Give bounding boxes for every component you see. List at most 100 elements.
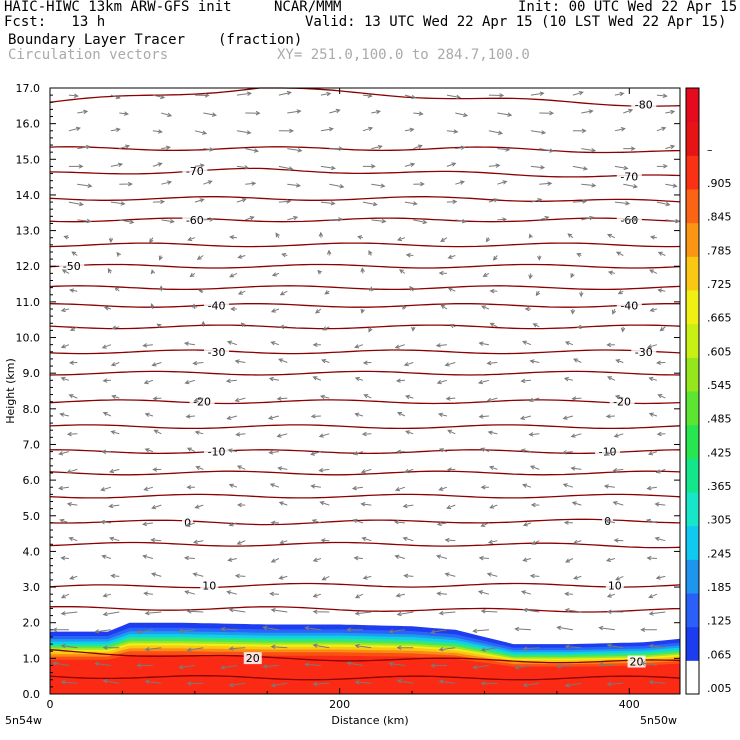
wind-vector <box>315 308 322 314</box>
wind-vector <box>436 521 447 527</box>
wind-vector <box>194 130 208 135</box>
wind-vector <box>572 199 588 204</box>
wind-vector <box>397 412 406 417</box>
wind-vector <box>270 308 280 313</box>
wind-vector <box>409 285 414 292</box>
wind-vector <box>640 661 657 666</box>
wind-vector <box>539 215 550 221</box>
colorbar-label: .605 <box>707 345 732 358</box>
wind-vector <box>185 414 195 419</box>
wind-vector <box>119 144 131 150</box>
wind-vector <box>404 201 418 206</box>
y-tick-label: 5.0 <box>23 510 41 523</box>
colorbar-label: .365 <box>707 480 732 493</box>
wind-vector <box>69 288 78 293</box>
wind-vector <box>438 486 448 491</box>
wind-vector <box>152 467 162 472</box>
wind-vector <box>539 110 555 116</box>
x-right-end-label: 5n50w <box>640 714 677 727</box>
wind-vector <box>60 307 70 313</box>
colorbar-swatch <box>686 189 699 224</box>
wind-vector <box>354 611 372 616</box>
wind-vector <box>234 397 246 403</box>
wind-vector <box>77 109 89 115</box>
wind-vector <box>561 450 573 455</box>
colorbar-label: .785 <box>707 244 732 257</box>
isotherm-line-20 <box>49 606 681 613</box>
wind-vector <box>220 665 237 670</box>
wind-vector <box>535 290 541 297</box>
wind-vector <box>480 647 498 652</box>
isotherm-label: -40 <box>208 299 226 312</box>
wind-vector <box>60 555 69 561</box>
wind-vector <box>614 127 626 132</box>
wind-vector <box>357 235 364 240</box>
wind-vector <box>245 181 257 186</box>
wind-vector <box>194 198 205 203</box>
wind-vector <box>110 573 120 579</box>
wind-vector <box>279 324 288 330</box>
wind-vector <box>158 255 163 261</box>
isotherm-label-bg <box>182 213 208 226</box>
wind-vector <box>657 394 666 399</box>
wind-vector <box>497 180 508 185</box>
wind-vector <box>472 664 489 670</box>
wind-vector <box>648 643 666 649</box>
wind-vector <box>144 412 154 417</box>
wind-vector <box>539 181 553 186</box>
isotherm-label-bg <box>243 652 262 665</box>
wind-vector <box>606 643 624 649</box>
cross-section-coords: XY= 251.0,100.0 to 284.7,100.0 <box>277 47 530 63</box>
isotherm-line-5 <box>49 242 681 248</box>
x-axis: 0 200 400 <box>47 88 640 711</box>
wind-vector <box>183 341 195 346</box>
y-axis: 0.0 1.0 2.0 3.0 4.0 5.0 6.0 7.0 8.0 9.0 10.0 11.0 12… <box>16 82 680 701</box>
wind-vector <box>110 201 126 206</box>
wind-vector <box>455 219 467 224</box>
wind-vector <box>598 662 615 667</box>
x-tick-label: 400 <box>619 698 640 711</box>
colorbar: .005 .065 .125 .185 .245 .305 .365 .425 .485 .545… <box>685 87 732 695</box>
wind-vector <box>530 502 540 508</box>
wind-vector <box>311 519 322 524</box>
wind-vector <box>657 288 666 293</box>
isotherm-label-bg <box>189 395 215 408</box>
wind-vector <box>478 414 489 419</box>
wind-vector <box>437 412 448 417</box>
wind-vector <box>570 466 582 471</box>
wind-vector <box>100 486 112 492</box>
wind-vector <box>360 267 365 274</box>
wind-vector <box>228 483 238 488</box>
wind-vector <box>60 680 78 685</box>
wind-vector <box>228 522 238 527</box>
wind-vector <box>236 165 250 170</box>
wind-vector <box>573 575 582 580</box>
init-time: Init: 00 UTC Wed 22 Apr 15 <box>518 0 738 15</box>
wind-vector <box>100 519 111 525</box>
wind-vector <box>576 253 582 258</box>
wind-vector <box>237 290 246 295</box>
wind-vector <box>68 201 85 207</box>
wind-vector <box>362 164 376 169</box>
wind-vector <box>564 591 573 597</box>
wind-vector <box>598 625 615 631</box>
wind-vector <box>522 483 532 488</box>
wind-vector <box>489 322 498 328</box>
wind-vector <box>353 555 363 561</box>
wind-vector <box>581 183 597 188</box>
wind-vector <box>152 199 166 205</box>
isotherm-line-16 <box>49 493 681 499</box>
x-tick-label: 200 <box>329 698 350 711</box>
wind-vector <box>186 609 204 614</box>
wind-vector <box>486 572 498 577</box>
wind-vector <box>109 468 120 474</box>
wind-vector <box>402 503 414 509</box>
wind-vector <box>321 359 330 364</box>
wind-vector <box>648 412 658 417</box>
wind-vector <box>245 110 261 116</box>
wind-vector <box>68 126 81 132</box>
wind-vector <box>229 272 238 278</box>
wind-vector <box>354 376 364 382</box>
wind-vector <box>227 448 238 453</box>
